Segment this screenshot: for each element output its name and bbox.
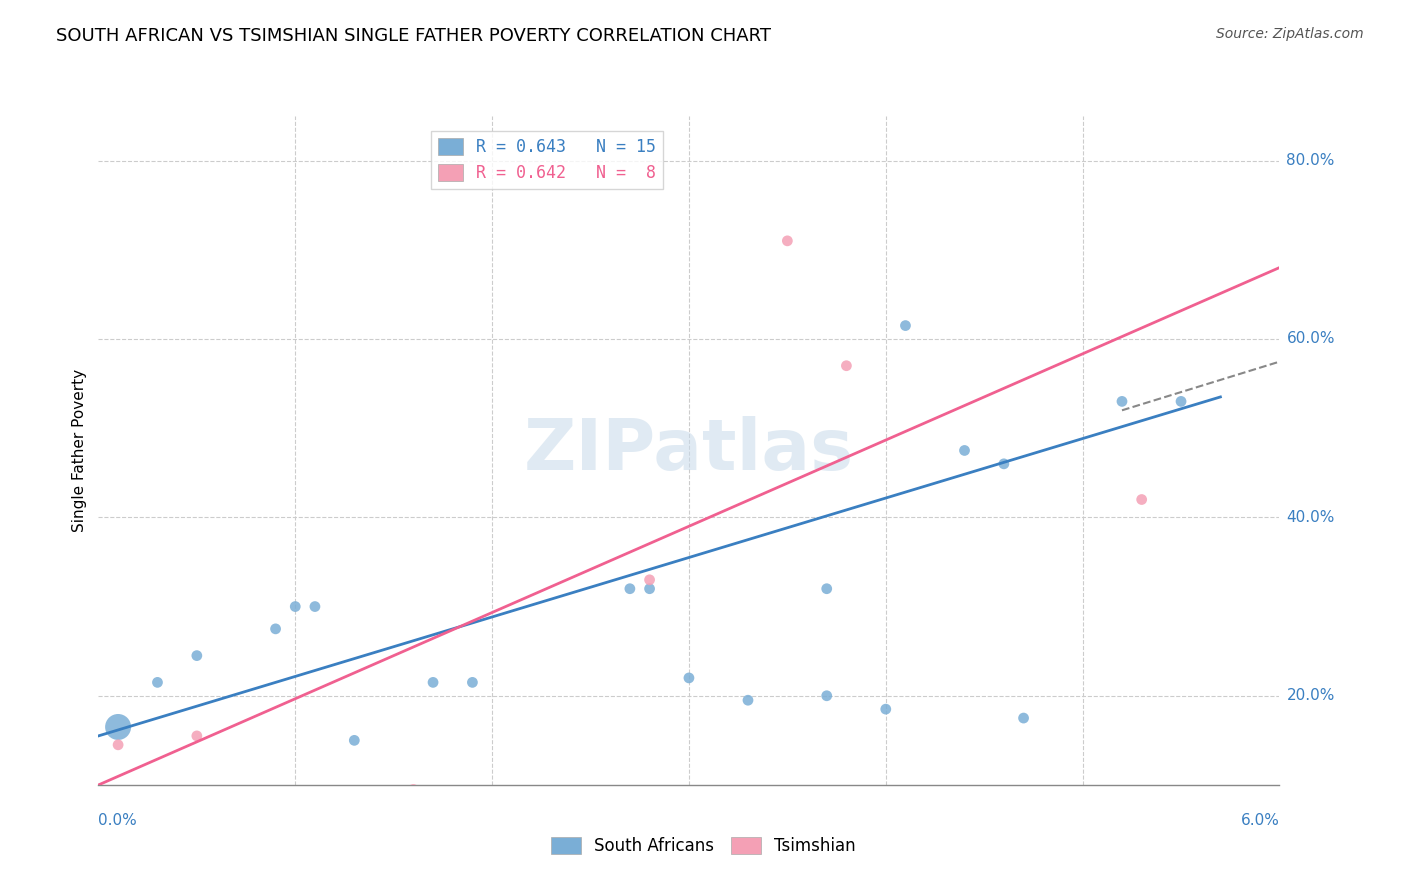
Text: 20.0%: 20.0% (1286, 689, 1334, 703)
Point (343, 733, 366, 747)
Text: 40.0%: 40.0% (1286, 510, 1334, 524)
Point (776, 234, 799, 248)
Point (1012, 711, 1035, 725)
Point (461, 675, 484, 690)
Point (107, 738, 129, 752)
Point (835, 359, 858, 373)
Point (678, 671, 700, 685)
Point (422, 675, 444, 690)
Point (737, 693, 759, 707)
Point (146, 675, 169, 690)
Point (284, 599, 307, 614)
Point (402, 782, 425, 797)
Point (343, 787, 366, 801)
Legend: R = 0.643   N = 15, R = 0.642   N =  8: R = 0.643 N = 15, R = 0.642 N = 8 (432, 131, 664, 189)
Point (993, 457, 1015, 471)
Text: 0.0%: 0.0% (98, 814, 138, 828)
Point (107, 720, 129, 734)
Point (875, 702, 897, 716)
Point (1130, 492, 1153, 507)
Point (638, 582, 661, 596)
Text: 60.0%: 60.0% (1286, 332, 1334, 346)
Text: SOUTH AFRICAN VS TSIMSHIAN SINGLE FATHER POVERTY CORRELATION CHART: SOUTH AFRICAN VS TSIMSHIAN SINGLE FATHER… (56, 27, 772, 45)
Point (186, 729, 208, 743)
Point (264, 622, 287, 636)
Text: 80.0%: 80.0% (1286, 153, 1334, 168)
Point (304, 599, 326, 614)
Point (894, 318, 917, 333)
Point (815, 582, 838, 596)
Text: 6.0%: 6.0% (1240, 814, 1279, 828)
Point (815, 689, 838, 703)
Point (1170, 394, 1192, 409)
Y-axis label: Single Father Poverty: Single Father Poverty (72, 369, 87, 532)
Point (186, 648, 208, 663)
Text: Source: ZipAtlas.com: Source: ZipAtlas.com (1216, 27, 1364, 41)
Point (638, 573, 661, 587)
Text: ZIPatlas: ZIPatlas (524, 416, 853, 485)
Point (1111, 394, 1133, 409)
Point (953, 443, 976, 458)
Point (619, 582, 641, 596)
Legend: South Africans, Tsimshian: South Africans, Tsimshian (544, 830, 862, 862)
